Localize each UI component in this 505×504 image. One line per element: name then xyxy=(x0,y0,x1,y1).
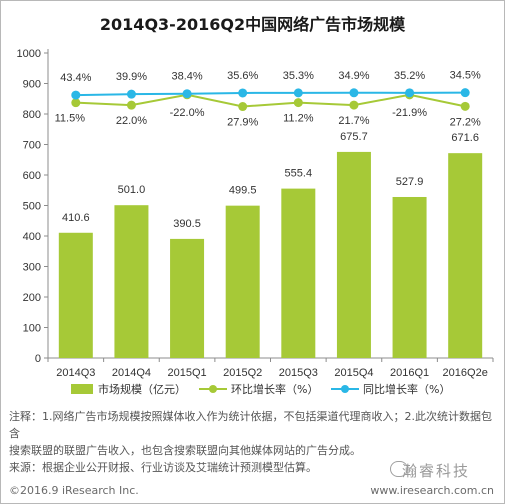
hb-value-label: -22.0% xyxy=(170,107,205,119)
y-tick-label: 800 xyxy=(23,109,41,121)
watermark-text: 瀚睿科技 xyxy=(401,462,470,480)
tb-point-2015Q3 xyxy=(293,88,303,98)
hb-value-label: 22.0% xyxy=(116,115,147,127)
hb-value-label: 27.9% xyxy=(227,117,258,129)
bar-value-label: 555.4 xyxy=(285,168,313,180)
hb-value-label: 11.2% xyxy=(283,113,314,125)
tb-value-label: 34.9% xyxy=(338,70,369,82)
y-tick-label: 700 xyxy=(23,140,41,152)
tb-growth-line xyxy=(75,91,466,97)
x-tick-label: 2015Q4 xyxy=(334,367,373,379)
y-tick-label: 0 xyxy=(35,353,41,365)
hb-value-label: -21.9% xyxy=(392,107,427,119)
y-tick-label: 900 xyxy=(23,79,41,91)
tb-value-label: 35.3% xyxy=(283,70,314,82)
bar-2016Q2e xyxy=(448,153,483,358)
x-tick-label: 2014Q4 xyxy=(112,367,151,379)
note-line-2: 搜索联盟的联盟广告收入，也包含搜索联盟向其他媒体网站的广告分成。 xyxy=(9,444,361,457)
y-tick-label: 600 xyxy=(23,170,41,182)
tb-value-label: 39.9% xyxy=(116,71,147,83)
x-tick-label: 2015Q3 xyxy=(279,367,318,379)
chart-notes: 注释：1.网络广告市场规模按照媒体收入作为统计依据，不包括渠道代理商收入；2.此… xyxy=(9,408,499,476)
bar-2015Q1 xyxy=(170,238,205,358)
tb-value-label: 35.2% xyxy=(394,70,425,82)
chart-title: 2014Q3-2016Q2中国网络广告市场规模 xyxy=(99,15,406,34)
y-tick-label: 500 xyxy=(23,201,41,213)
bar-value-label: 671.6 xyxy=(451,132,479,144)
legend-marker-tb xyxy=(341,385,349,393)
x-tick-label: 2016Q2e xyxy=(443,367,488,379)
source-line: 来源：根据企业公开财报、行业访谈及艾瑞统计预测模型估算。 xyxy=(9,461,317,474)
website-text: www.iresearch.com.cn xyxy=(370,484,494,497)
bar-value-label: 390.5 xyxy=(173,218,201,230)
x-tick-label: 2015Q2 xyxy=(223,367,262,379)
y-tick-label: 400 xyxy=(23,231,41,243)
legend-label-tb: 同比增长率（%） xyxy=(363,382,450,396)
legend-marker-hb xyxy=(209,385,217,393)
tb-value-label: 34.5% xyxy=(450,70,481,82)
note-line-1: 注释：1.网络广告市场规模按照媒体收入作为统计依据，不包括渠道代理商收入；2.此… xyxy=(9,410,492,440)
bar-value-label: 675.7 xyxy=(340,131,368,143)
bar-2016Q1 xyxy=(392,196,427,358)
bar-2015Q2 xyxy=(225,205,260,358)
tb-point-2014Q3 xyxy=(71,90,81,100)
hb-point-2015Q4 xyxy=(349,100,359,110)
tb-point-2015Q1 xyxy=(182,89,192,99)
bar-2014Q3 xyxy=(58,232,93,358)
hb-point-2015Q2 xyxy=(238,102,248,112)
bar-2014Q4 xyxy=(114,205,149,358)
hb-value-label: 27.2% xyxy=(450,116,481,128)
x-tick-label: 2016Q1 xyxy=(390,367,429,379)
chart-svg: 0 100 200 300 400 500 600 700 800 900 1000 2014Q3 20… xyxy=(17,48,494,396)
hb-value-label: 11.5% xyxy=(55,113,86,125)
legend-swatch-market-size xyxy=(71,384,93,394)
bar-value-label: 499.5 xyxy=(229,185,257,197)
x-tick-label: 2015Q1 xyxy=(167,367,206,379)
tb-value-label: 38.4% xyxy=(171,71,202,83)
tb-point-2016Q1 xyxy=(405,88,415,98)
y-tick-label: 100 xyxy=(23,323,41,335)
y-tick-label: 300 xyxy=(23,262,41,274)
y-tick-label: 200 xyxy=(23,292,41,304)
bar-value-label: 410.6 xyxy=(62,212,90,224)
hb-point-2015Q3 xyxy=(293,98,303,108)
tb-point-2014Q4 xyxy=(126,89,136,99)
wechat-icon xyxy=(390,461,408,477)
tb-point-2015Q4 xyxy=(349,88,359,98)
legend-label-market-size: 市场规模（亿元） xyxy=(98,382,186,396)
hb-point-2014Q4 xyxy=(126,100,136,110)
hb-point-2016Q2e xyxy=(460,101,470,111)
tb-value-label: 35.6% xyxy=(227,70,258,82)
hb-growth-line xyxy=(75,93,466,108)
bar-value-label: 527.9 xyxy=(396,176,424,188)
bar-2015Q3 xyxy=(281,188,316,358)
tb-value-label: 43.4% xyxy=(60,72,91,84)
bar-2015Q4 xyxy=(336,151,371,358)
x-tick-label: 2014Q3 xyxy=(56,367,95,379)
bar-value-label: 501.0 xyxy=(118,184,146,196)
copyright-text: ©2016.9 iResearch Inc. xyxy=(9,484,139,497)
legend-label-hb: 环比增长率（%） xyxy=(231,382,318,396)
tb-point-2015Q2 xyxy=(238,88,248,98)
tb-point-2016Q2e xyxy=(460,88,470,98)
y-tick-label: 1000 xyxy=(17,48,41,60)
hb-value-label: 21.7% xyxy=(338,115,369,127)
hb-point-2014Q3 xyxy=(71,98,81,108)
